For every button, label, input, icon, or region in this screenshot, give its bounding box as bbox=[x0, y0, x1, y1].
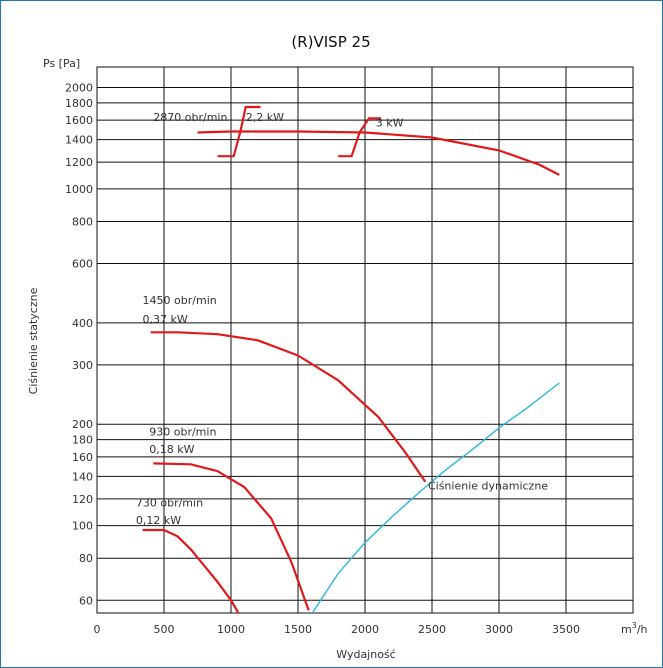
grid bbox=[96, 66, 634, 614]
x-tick-label: 0 bbox=[94, 623, 101, 636]
curve-label: 2870 obr/min bbox=[153, 111, 227, 124]
y-tick-labels: 60 80 100 120 140 160 180 200 300 400 600 800 1000 12… bbox=[65, 81, 93, 607]
chart-title: (R)VISP 25 bbox=[291, 33, 370, 51]
y-tick-label: 1800 bbox=[65, 97, 93, 110]
y-tick-label: 1000 bbox=[65, 183, 93, 196]
y-tick-label: 1200 bbox=[65, 156, 93, 169]
curve-label: 0,18 kW bbox=[149, 443, 194, 456]
y-axis-title: Ciśnienie statyczne bbox=[27, 287, 40, 394]
x-tick-label: 3500 bbox=[552, 623, 580, 636]
curve-label: Ciśnienie dynamiczne bbox=[428, 479, 548, 492]
curve-label: 0,12 kW bbox=[136, 514, 181, 527]
y-tick-label: 100 bbox=[72, 520, 93, 533]
x-tick-label: 2500 bbox=[418, 623, 446, 636]
curve-label: 2,2 kW bbox=[246, 111, 284, 124]
y-tick-label: 80 bbox=[79, 552, 93, 565]
x-tick-label: 1500 bbox=[284, 623, 312, 636]
series-line bbox=[153, 462, 310, 611]
x-tick-label: 2000 bbox=[351, 623, 379, 636]
motor-marker bbox=[217, 105, 261, 158]
x-tick-label: 500 bbox=[154, 623, 175, 636]
x-tick-label: 3000 bbox=[485, 623, 513, 636]
curve-label: 1450 obr/min bbox=[143, 294, 217, 307]
y-tick-label: 400 bbox=[72, 317, 93, 330]
curve-label: 3 kW bbox=[376, 117, 404, 130]
series-line bbox=[142, 528, 240, 613]
y-tick-label: 1600 bbox=[65, 114, 93, 127]
curve-label: 0,37 kW bbox=[143, 313, 188, 326]
motor-marker bbox=[338, 117, 382, 158]
y-tick-label: 120 bbox=[72, 493, 93, 506]
y-tick-label: 180 bbox=[72, 434, 93, 447]
curve-label: 930 obr/min bbox=[149, 426, 216, 439]
x-unit-label: m3/h bbox=[621, 621, 648, 636]
x-tick-labels: 0 500 1000 1500 2000 2500 3000 3500 bbox=[94, 623, 581, 636]
y-tick-label: 140 bbox=[72, 470, 93, 483]
y-tick-label: 160 bbox=[72, 451, 93, 464]
y-tick-label: 200 bbox=[72, 418, 93, 431]
x-axis-title: Wydajność bbox=[336, 648, 395, 661]
curve-label: 730 obr/min bbox=[136, 496, 203, 509]
series-line bbox=[150, 331, 427, 483]
y-tick-label: 2000 bbox=[65, 81, 93, 94]
y-tick-label: 60 bbox=[79, 594, 93, 607]
series-line bbox=[197, 130, 560, 176]
x-tick-label: 1000 bbox=[217, 623, 245, 636]
y-tick-label: 1400 bbox=[65, 134, 93, 147]
curve-labels: 2870 obr/min 2,2 kW 3 kW 1450 obr/min 0,37 k… bbox=[136, 111, 548, 527]
fan-curves bbox=[142, 105, 560, 613]
y-unit-label: Ps [Pa] bbox=[43, 57, 80, 70]
y-tick-label: 600 bbox=[72, 258, 93, 271]
y-tick-label: 800 bbox=[72, 215, 93, 228]
y-tick-label: 300 bbox=[72, 359, 93, 372]
series-line bbox=[311, 382, 560, 613]
